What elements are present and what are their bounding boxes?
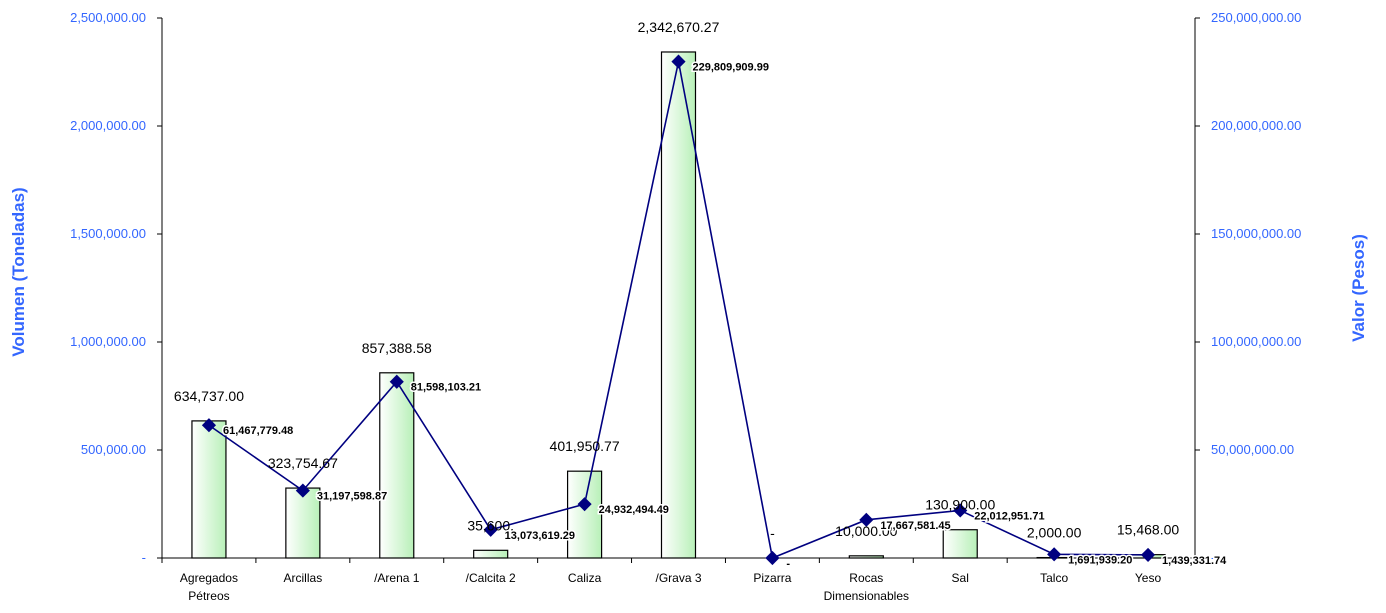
bar-value-label: 857,388.58 bbox=[362, 340, 432, 356]
y-axis-title: Volumen (Toneladas) bbox=[9, 187, 28, 356]
right-tick-label: 200,000,000.00 bbox=[1211, 118, 1301, 133]
line-point-marker bbox=[1141, 548, 1155, 562]
line-value-label: 17,667,581.45 bbox=[880, 520, 950, 532]
bar-value-label: - bbox=[770, 525, 775, 541]
x-tick-label: Sal bbox=[952, 571, 969, 585]
x-tick-label: Rocas bbox=[849, 571, 883, 585]
left-tick-label: 500,000.00 bbox=[81, 442, 146, 457]
line-value-label: - bbox=[786, 558, 790, 570]
x-tick-label: Pétreos bbox=[188, 589, 229, 603]
line-value-label: 81,598,103.21 bbox=[411, 382, 481, 394]
x-tick-label: Talco bbox=[1040, 571, 1068, 585]
line-point-marker bbox=[1047, 547, 1061, 561]
x-tick-label: /Grava 3 bbox=[655, 571, 701, 585]
line-value-label: 13,073,619.29 bbox=[505, 530, 575, 542]
line-value-label: 24,932,494.49 bbox=[599, 504, 669, 516]
right-tick-label: 50,000,000.00 bbox=[1211, 442, 1294, 457]
x-tick-label: Agregados bbox=[180, 571, 238, 585]
bar-value-label: 2,342,670.27 bbox=[638, 19, 720, 35]
data-labels: 634,737.00323,754.67857,388.5835,600.401… bbox=[174, 19, 1227, 570]
line-value-label: 22,012,951.71 bbox=[974, 510, 1044, 522]
line-point-marker bbox=[765, 551, 779, 565]
x-tick-label: Dimensionables bbox=[824, 589, 909, 603]
bar-value-label: 323,754.67 bbox=[268, 455, 338, 471]
y2-axis-title: Valor (Pesos) bbox=[1349, 234, 1368, 342]
line-value-label: 1,439,331.74 bbox=[1162, 555, 1227, 567]
bar bbox=[943, 530, 977, 558]
bar-value-label: 2,000.00 bbox=[1027, 525, 1082, 541]
x-tick-label: /Calcita 2 bbox=[466, 571, 516, 585]
bar bbox=[192, 421, 226, 558]
right-tick-label: 250,000,000.00 bbox=[1211, 10, 1301, 25]
bar bbox=[568, 471, 602, 558]
line-value-label: 1,691,939.20 bbox=[1068, 554, 1132, 566]
left-tick-label: 1,000,000.00 bbox=[70, 334, 146, 349]
line-value-label: 61,467,779.48 bbox=[223, 425, 293, 437]
line-value-label: 31,197,598.87 bbox=[317, 491, 387, 503]
bar-value-label: 634,737.00 bbox=[174, 388, 244, 404]
x-tick-label: Yeso bbox=[1135, 571, 1162, 585]
left-tick-label: 2,000,000.00 bbox=[70, 118, 146, 133]
bar bbox=[286, 488, 320, 558]
right-tick-label: 150,000,000.00 bbox=[1211, 226, 1301, 241]
bar-series bbox=[192, 52, 1165, 558]
right-tick-label: 100,000,000.00 bbox=[1211, 334, 1301, 349]
line-value-label: 229,809,909.99 bbox=[693, 62, 769, 74]
left-tick-label: 1,500,000.00 bbox=[70, 226, 146, 241]
x-tick-label: Pizarra bbox=[753, 571, 791, 585]
bar-value-label: 401,950.77 bbox=[550, 438, 620, 454]
x-tick-label: Caliza bbox=[568, 571, 602, 585]
left-tick-label: - bbox=[142, 550, 146, 565]
bar-value-label: 15,468.00 bbox=[1117, 522, 1179, 538]
x-tick-label: Arcillas bbox=[284, 571, 323, 585]
bar bbox=[474, 550, 508, 558]
x-tick-label: /Arena 1 bbox=[374, 571, 420, 585]
left-tick-label: 2,500,000.00 bbox=[70, 10, 146, 25]
